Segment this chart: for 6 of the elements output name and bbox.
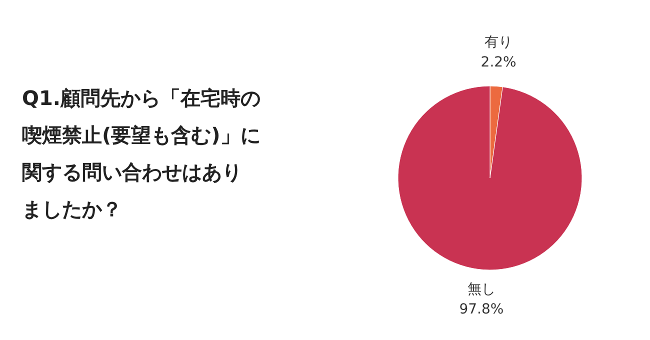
data-label: 2.2% xyxy=(480,54,516,70)
text: Q1.顧問先から「在宅時の喫煙禁止(要望も含む)」に関する問い合わせはありましたか？ xyxy=(22,86,261,221)
slice-label: 無し xyxy=(467,282,496,298)
pie-slice xyxy=(398,86,582,270)
slice-label: 有り xyxy=(484,34,513,50)
data-label: 97.8% xyxy=(459,302,504,318)
